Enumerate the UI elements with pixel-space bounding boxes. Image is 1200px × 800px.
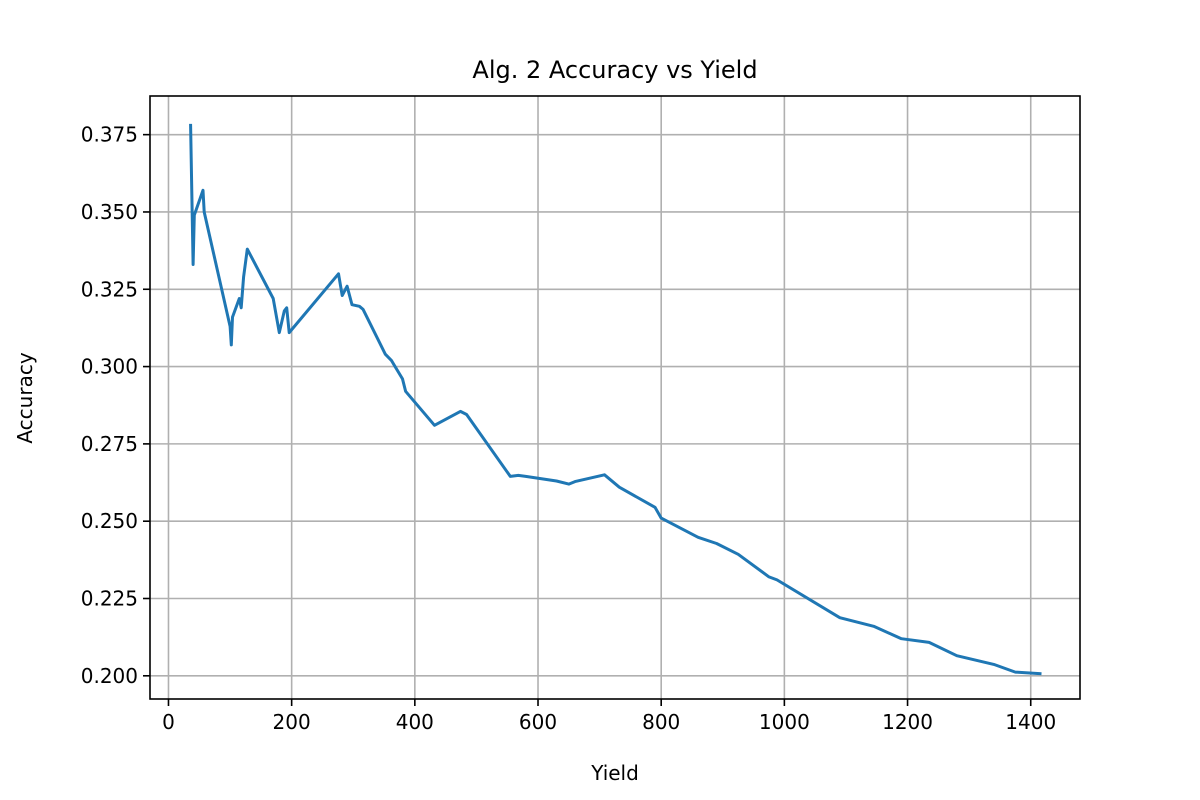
y-tick-label: 0.200 [81, 664, 138, 688]
y-tick-label: 0.250 [81, 509, 138, 533]
series-line-0 [189, 123, 1042, 676]
grid-lines [150, 96, 1080, 699]
x-tick-label: 800 [642, 710, 680, 734]
plot-series [189, 123, 1042, 676]
x-axis-title: Yield [590, 761, 639, 785]
x-tick-label: 1400 [1005, 710, 1056, 734]
y-tick-label: 0.350 [81, 200, 138, 224]
y-axis-ticks: 0.200 0.225 0.250 0.275 0.300 0.325 0.350 0.375 [81, 123, 150, 688]
y-tick-label: 0.300 [81, 355, 138, 379]
y-tick-label: 0.275 [81, 432, 138, 456]
x-tick-label: 200 [273, 710, 311, 734]
y-axis-title: Accuracy [13, 352, 37, 443]
x-axis-ticks: 0 200 400 600 800 1000 1200 1400 [162, 699, 1056, 734]
plot-frame [149, 95, 1081, 700]
x-tick-label: 0 [162, 710, 175, 734]
y-tick-label: 0.375 [81, 123, 138, 147]
chart-title: Alg. 2 Accuracy vs Yield [472, 56, 757, 84]
x-tick-label: 600 [519, 710, 557, 734]
x-tick-label: 1000 [759, 710, 810, 734]
y-tick-label: 0.325 [81, 277, 138, 301]
y-tick-label: 0.225 [81, 587, 138, 611]
x-tick-label: 400 [396, 710, 434, 734]
x-tick-label: 1200 [882, 710, 933, 734]
